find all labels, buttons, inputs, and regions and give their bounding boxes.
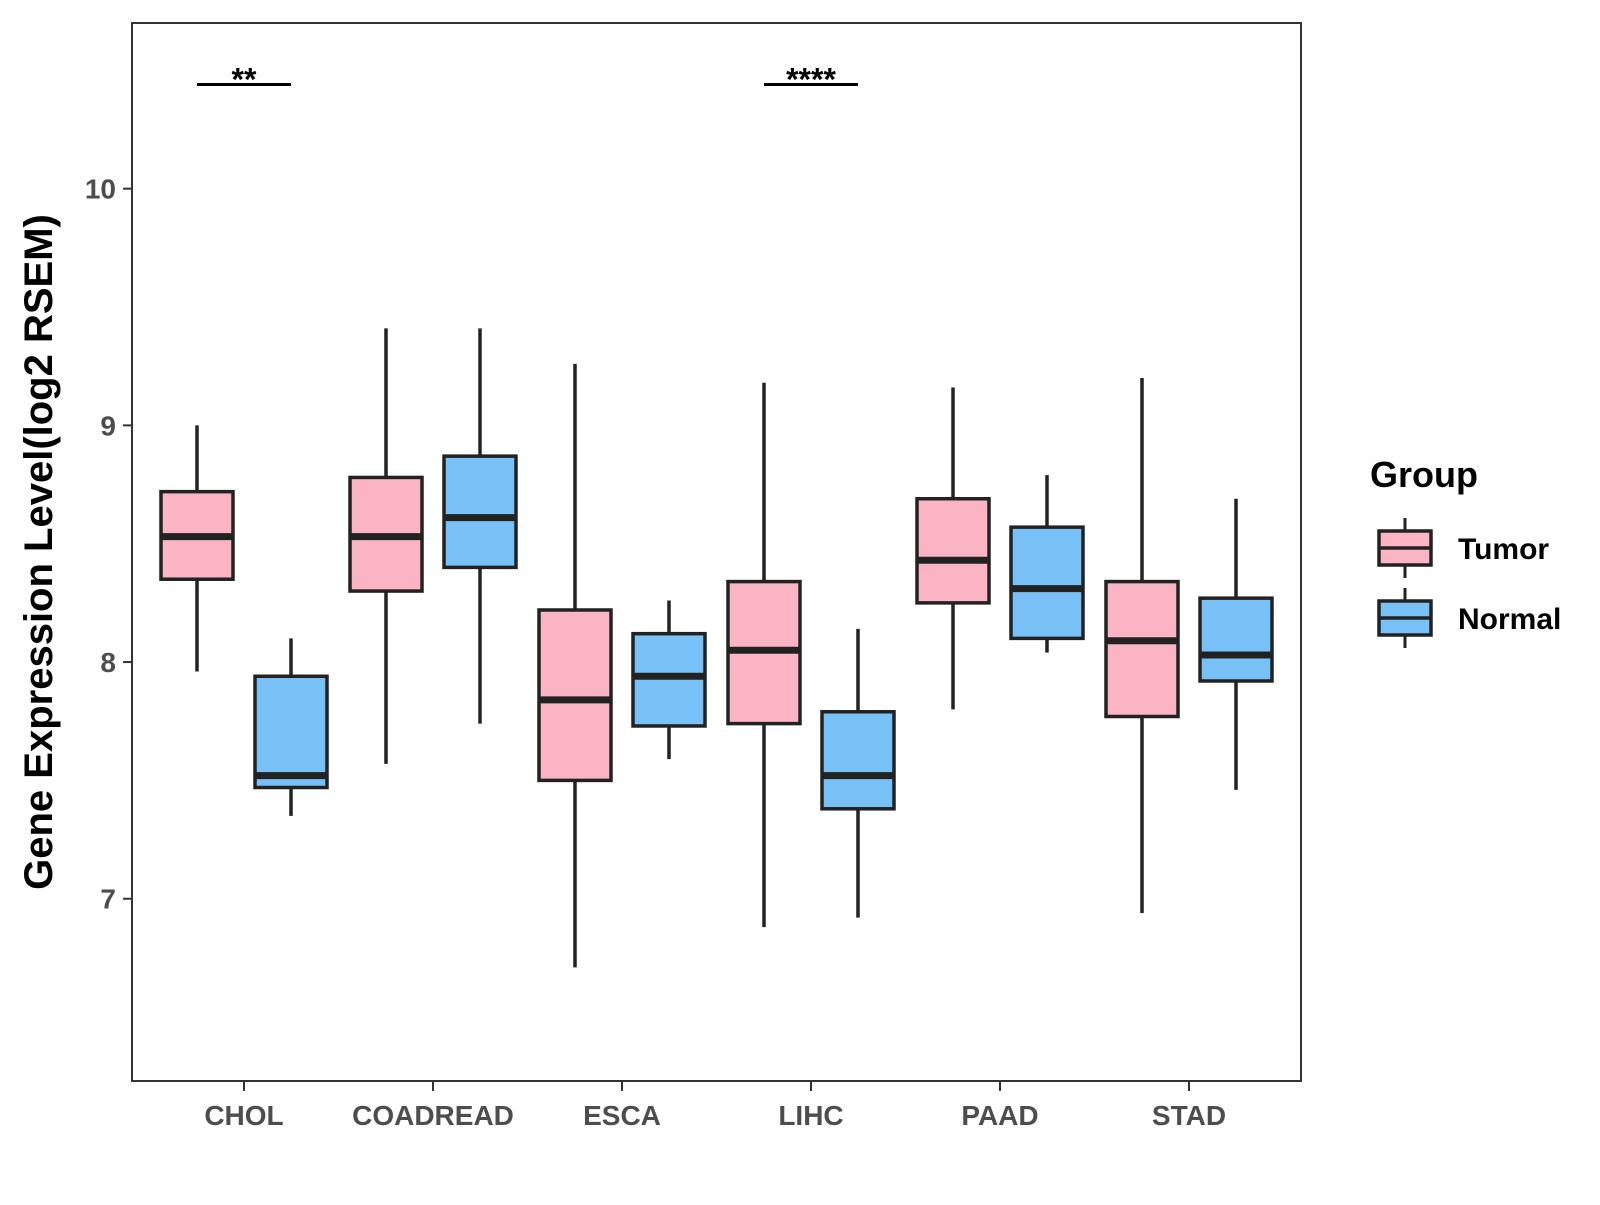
box-normal-chol bbox=[253, 638, 329, 816]
x-axis: CHOL COADREAD ESCA LIHC PAAD STAD bbox=[204, 1081, 1226, 1131]
x-tick-label-lihc: LIHC bbox=[778, 1100, 843, 1131]
x-tick-label-esca: ESCA bbox=[583, 1100, 661, 1131]
box-iqr bbox=[915, 496, 991, 605]
box-tumor-esca bbox=[537, 363, 613, 968]
box-iqr bbox=[1104, 579, 1180, 719]
y-axis-title: Gene Expression Level(log2 RSEM) bbox=[17, 214, 61, 890]
legend-title: Group bbox=[1370, 454, 1478, 495]
legend-item-tumor: Tumor bbox=[1377, 518, 1549, 578]
sig-label-chol: ** bbox=[232, 62, 257, 98]
significance-annotations: ** **** bbox=[197, 62, 858, 98]
legend-label-normal: Normal bbox=[1458, 603, 1561, 636]
sig-label-lihc: **** bbox=[786, 62, 836, 98]
legend: Group Tumor Normal bbox=[1370, 454, 1561, 648]
x-tick-label-chol: CHOL bbox=[204, 1100, 283, 1131]
x-tick-label-paad: PAAD bbox=[961, 1100, 1038, 1131]
box-tumor-coadread bbox=[348, 328, 424, 764]
box-iqr bbox=[1009, 525, 1085, 641]
box-iqr bbox=[1198, 596, 1274, 683]
box-normal-lihc bbox=[820, 628, 896, 918]
box-normal-paad bbox=[1009, 475, 1085, 653]
box-normal-stad bbox=[1198, 498, 1274, 790]
box-iqr bbox=[253, 674, 329, 790]
box-iqr bbox=[631, 631, 707, 728]
box-iqr bbox=[820, 710, 896, 811]
y-axis: 7 8 9 10 bbox=[85, 174, 132, 915]
box-tumor-chol bbox=[159, 425, 235, 672]
box-tumor-stad bbox=[1104, 378, 1180, 913]
box-iqr bbox=[442, 454, 518, 570]
box-iqr bbox=[537, 608, 613, 783]
y-tick-label-8: 8 bbox=[100, 647, 116, 678]
box-tumor-paad bbox=[915, 387, 991, 710]
chart-marks bbox=[159, 328, 1274, 968]
legend-item-normal: Normal bbox=[1377, 588, 1561, 648]
box-normal-esca bbox=[631, 600, 707, 760]
y-tick-label-10: 10 bbox=[85, 174, 116, 205]
y-tick-label-7: 7 bbox=[100, 884, 116, 915]
x-tick-label-stad: STAD bbox=[1152, 1100, 1226, 1131]
box-tumor-lihc bbox=[726, 382, 802, 928]
y-tick-label-9: 9 bbox=[100, 410, 116, 441]
box-normal-coadread bbox=[442, 328, 518, 724]
x-tick-label-coadread: COADREAD bbox=[352, 1100, 514, 1131]
legend-label-tumor: Tumor bbox=[1458, 533, 1549, 566]
panel-border bbox=[131, 22, 1302, 1082]
